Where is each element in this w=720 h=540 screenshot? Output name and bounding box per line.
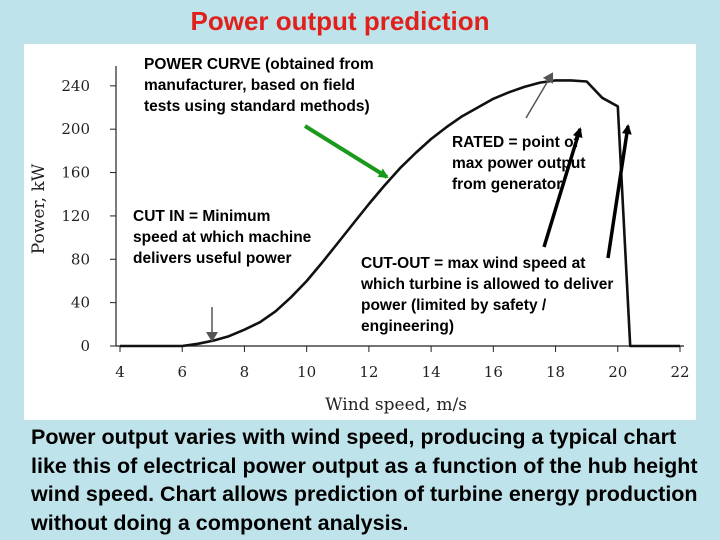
y-tick-label: 200	[61, 120, 90, 138]
annotation-arrows	[206, 72, 632, 342]
x-tick-label: 6	[177, 363, 187, 381]
x-tick-label: 18	[546, 363, 565, 381]
rated-arrow	[542, 127, 583, 248]
chart-canvas: 4 6 8 10 12 14 16 18 20 22 0 40 80 120 160 200 240 Wind s…	[29, 66, 690, 415]
axes: 4 6 8 10 12 14 16 18 20 22 0 40 80 120 160 200 240 Wind s…	[29, 66, 690, 415]
y-tick-label: 120	[61, 207, 90, 225]
slide-title: Power output prediction	[190, 6, 490, 36]
x-tick-label: 16	[484, 363, 503, 381]
x-tick-label: 20	[608, 363, 627, 381]
x-tick-label: 10	[297, 363, 316, 381]
power-curve-series	[120, 79, 680, 348]
y-tick-label: 40	[71, 294, 90, 312]
rated-pointer-arrow	[525, 72, 554, 119]
power-curve-arrow	[303, 124, 389, 179]
x-tick-label: 22	[670, 363, 689, 381]
power-curve-annotation: POWER CURVE (obtained from manufacturer,…	[144, 56, 374, 115]
y-tick-label: 80	[71, 250, 90, 268]
x-tick-label: 8	[240, 363, 250, 381]
x-tick-label: 4	[115, 363, 125, 381]
y-tick-label: 240	[61, 77, 90, 95]
x-axis-title: Wind speed, m/s	[325, 395, 467, 415]
power-curve-chart: 4 6 8 10 12 14 16 18 20 22 0 40 80 120 160 200 240 Wind s…	[24, 44, 696, 420]
y-tick-label: 0	[80, 337, 90, 355]
power-curve-line	[120, 79, 680, 348]
cut-in-annotation: CUT IN = Minimum speed at which machine …	[133, 208, 312, 267]
slide-caption: Power output varies with wind speed, pro…	[31, 425, 698, 535]
x-tick-label: 12	[359, 363, 378, 381]
cut-out-annotation: CUT-OUT = max wind speed at which turbin…	[361, 255, 614, 335]
y-axis-title: Power, kW	[29, 163, 49, 254]
x-tick-label: 14	[422, 363, 441, 381]
cut-out-arrow	[606, 124, 632, 259]
y-tick-label: 160	[61, 164, 90, 182]
rated-annotation: RATED = point of max power output from g…	[452, 134, 586, 193]
